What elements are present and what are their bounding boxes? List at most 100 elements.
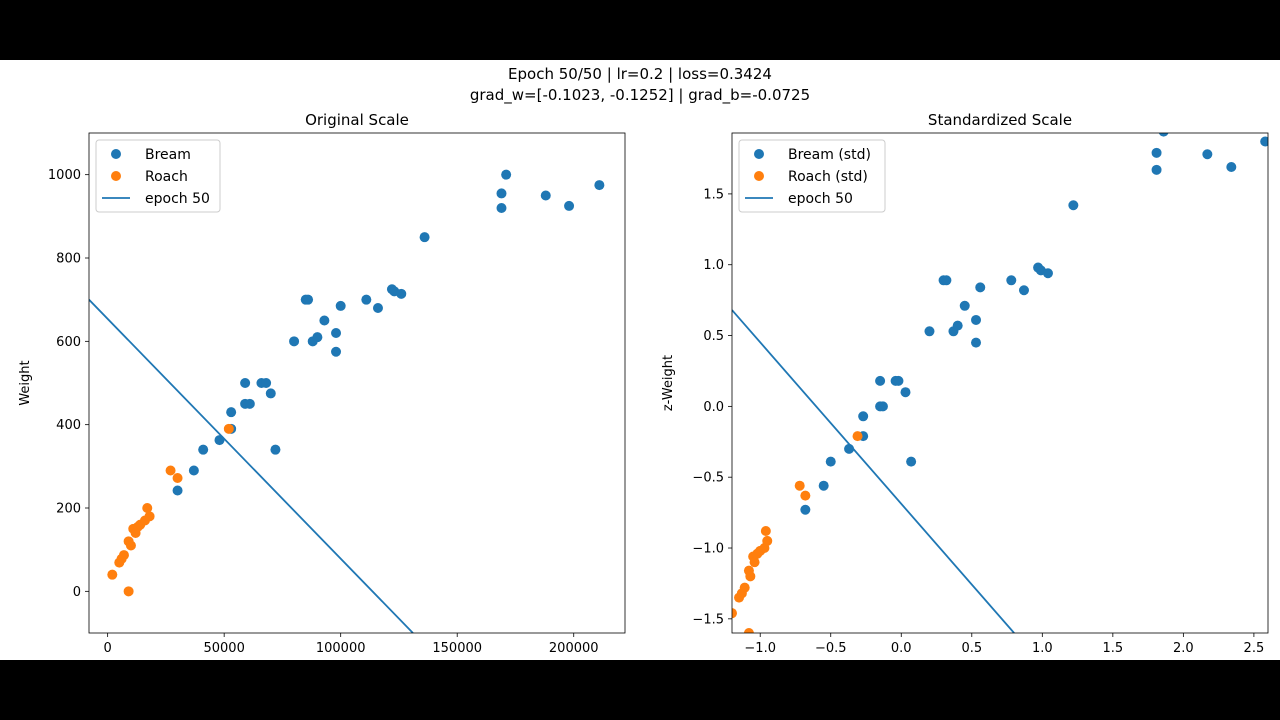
legend-marker [754,149,764,159]
bream-point [261,378,272,388]
bream-point [906,456,917,467]
roach-point [142,503,153,513]
bream-point [1202,149,1213,160]
roach-point [172,473,183,483]
y-axis-label: z-Weight [661,355,676,411]
y-tick-label: 200 [56,502,81,517]
x-tick-label: 0.0 [891,641,912,656]
bream-point [396,288,407,299]
decision-line [89,299,414,633]
y-tick-label: 0 [73,585,81,600]
legend-label: epoch 50 [145,191,210,207]
bream-point [496,203,507,213]
chart-title: Original Scale [305,111,409,129]
legend-box [95,139,221,213]
x-tick-label: −0.5 [815,641,847,656]
roach-point [732,608,737,619]
bream-point [244,398,255,409]
legend-label: epoch 50 [788,191,853,207]
bream-point [594,180,605,191]
bream-point [1018,285,1029,296]
bream-point [496,188,507,199]
bream-point [893,375,904,386]
legend-marker [111,149,121,159]
bream-point [198,444,209,455]
y-axis-label: Weight [18,360,33,405]
bream-point [941,275,952,286]
x-tick-label: 1.5 [1102,641,1123,656]
legend-label: Bream [145,147,191,163]
bream-point [419,232,430,243]
bream-point [877,401,888,412]
legend-marker [754,171,764,181]
roach-point [745,571,756,582]
bream-point [331,346,342,357]
bream-point [1068,200,1079,211]
x-tick-label: 2.5 [1244,641,1265,656]
bream-point [858,411,869,422]
legend-label: Roach (std) [788,169,868,185]
bream-point [1006,275,1017,286]
bream-point [361,294,372,305]
bream-point [971,337,982,348]
roach-point [107,569,118,580]
roach-point [165,465,176,476]
y-tick-label: 400 [56,418,81,433]
legend-box [738,139,886,213]
roach-point [144,511,155,522]
bream-point [240,378,251,388]
bream-point [501,169,512,180]
x-tick-label: 1.0 [1032,641,1053,656]
bream-point [319,315,330,326]
bream-point [1260,136,1268,147]
roach-point [749,557,760,568]
roach-point [118,550,129,561]
x-tick-label: 200000 [549,641,599,656]
y-tick-label: 0.5 [703,329,724,344]
plot-area [89,169,605,633]
chart-1: Original Scale 0 50000 100000 150000 200000 0 2… [18,111,626,656]
bream-point [289,336,300,347]
roach-point [123,586,134,597]
bream-point [924,326,935,337]
legend-label: Bream (std) [788,147,871,163]
y-tick-label: 1.5 [703,187,724,202]
bream-point [270,444,281,455]
y-tick-label: 0.0 [703,400,724,415]
y-tick-label: 800 [56,252,81,267]
x-tick-label: 0.5 [961,641,982,656]
x-tick-label: 150000 [432,641,482,656]
bream-point [800,504,811,515]
roach-point [743,628,754,633]
bream-point [825,456,836,467]
plot-frame [731,132,1269,634]
legend-label: Roach [145,169,188,185]
figure-title-line-1: Epoch 50/50 | lr=0.2 | loss=0.3424 [508,65,772,83]
y-tick-label: 1.0 [703,258,724,273]
bream-point [844,443,855,454]
decision-line [732,309,1015,633]
y-tick-label: 600 [56,335,81,350]
x-tick-label: 50000 [203,641,244,656]
bream-point [959,300,970,311]
roach-point [760,526,771,537]
bream-point [900,387,911,398]
plot-area [732,133,1268,633]
plot-frame [88,132,626,634]
bream-point [226,407,237,418]
legend-marker [111,171,121,181]
bream-point [818,480,829,491]
bream-point [335,300,346,311]
chart-title: Standardized Scale [928,111,1072,129]
x-tick-label: 100000 [316,641,366,656]
bream-point [875,375,886,386]
roach-point [739,582,750,593]
bream-point [172,485,183,496]
charts-canvas: Original Scale 0 50000 100000 150000 200000 0 2… [18,111,1269,656]
bream-point [331,328,342,338]
bream-point [188,465,199,476]
roach-point [800,490,811,501]
bream-point [952,320,963,331]
bream-point [312,332,323,343]
roach-point [125,540,136,551]
